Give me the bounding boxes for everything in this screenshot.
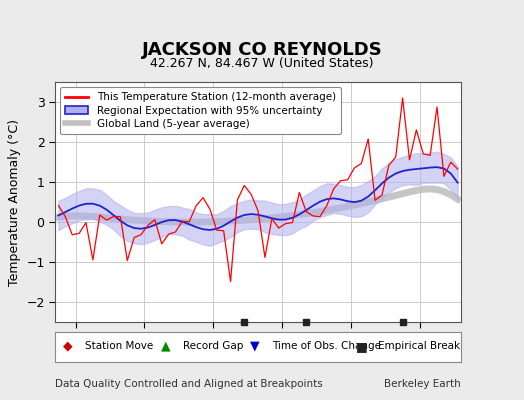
Text: ▲: ▲ — [160, 340, 170, 353]
Text: Berkeley Earth: Berkeley Earth — [385, 379, 461, 389]
Y-axis label: Temperature Anomaly (°C): Temperature Anomaly (°C) — [8, 118, 20, 286]
Text: ▼: ▼ — [250, 340, 259, 353]
Text: Empirical Break: Empirical Break — [378, 341, 460, 351]
Legend: This Temperature Station (12-month average), Regional Expectation with 95% uncer: This Temperature Station (12-month avera… — [60, 87, 341, 134]
Text: Data Quality Controlled and Aligned at Breakpoints: Data Quality Controlled and Aligned at B… — [55, 379, 323, 389]
Text: JACKSON CO REYNOLDS: JACKSON CO REYNOLDS — [141, 41, 383, 59]
Text: Station Move: Station Move — [85, 341, 154, 351]
Text: Time of Obs. Change: Time of Obs. Change — [272, 341, 381, 351]
Text: ■: ■ — [355, 340, 367, 353]
Text: 42.267 N, 84.467 W (United States): 42.267 N, 84.467 W (United States) — [150, 58, 374, 70]
Text: ◆: ◆ — [63, 340, 73, 353]
Text: Record Gap: Record Gap — [183, 341, 243, 351]
